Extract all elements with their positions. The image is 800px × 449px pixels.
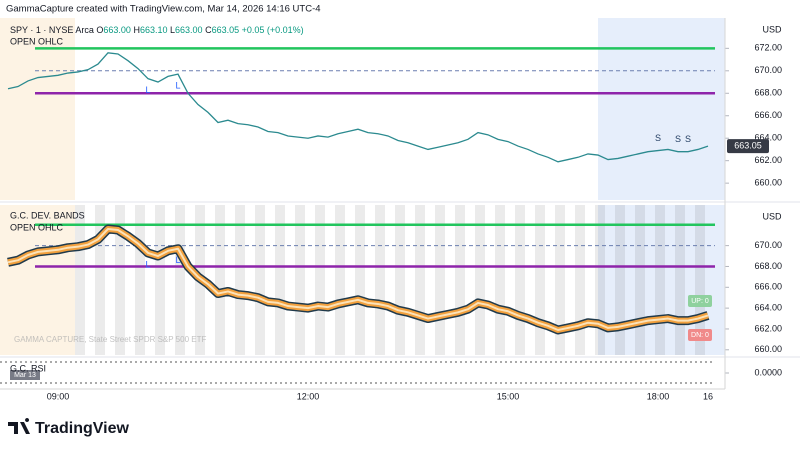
ohlc-key: L (170, 25, 176, 35)
shade-stripe (415, 205, 425, 355)
shade-stripe (95, 205, 105, 355)
ohlc-key: C (205, 25, 212, 35)
band-inner (7, 227, 709, 331)
pane-title: G.C. DEV. BANDS (10, 210, 85, 220)
up-label: UP: 0 (691, 298, 709, 305)
shade-stripe (375, 205, 385, 355)
y-tick-label: 662.00 (754, 323, 782, 333)
x-tick-label: 15:00 (497, 391, 520, 401)
y-tick-label: 660.00 (754, 178, 782, 188)
signal-marker: L (145, 85, 150, 95)
shade-stripe (595, 205, 605, 355)
shade-stripe (575, 205, 585, 355)
shade-stripe (215, 205, 225, 355)
ohlc: O663.00 H663.10 L663.00 C663.05 (96, 25, 241, 35)
y-tick-label: 664.00 (754, 133, 782, 143)
price-line (7, 52, 709, 163)
signal-marker: L (175, 81, 180, 91)
ohlc-value: 663.00 (175, 25, 203, 35)
shade-stripe (275, 205, 285, 355)
y-tick-label: 0.0000 (754, 367, 782, 377)
dn-label: DN: 0 (691, 332, 709, 339)
session-post (598, 18, 725, 200)
signal-marker: S (685, 134, 691, 144)
last-price-box (727, 139, 769, 154)
logo-icon (8, 418, 30, 434)
ohlc-value: 663.10 (139, 25, 168, 35)
shade-stripe (115, 205, 125, 355)
shade-stripe (675, 205, 685, 355)
shade-stripe (255, 205, 265, 355)
x-tick-label: 16 (703, 391, 713, 401)
shade-stripe (555, 205, 565, 355)
y-tick-label: 666.00 (754, 110, 782, 120)
session-pre (0, 205, 75, 355)
date-label: Mar 13 (14, 372, 36, 379)
ohlc-value: 663.05 (211, 25, 240, 35)
y-tick-label: 664.00 (754, 303, 782, 313)
up-box (688, 295, 712, 307)
shade-stripe (495, 205, 505, 355)
chart-area: 660.00 662.00 664.00 666.00 668.00 670.00 672.… (0, 18, 800, 401)
watermark: GAMMA CAPTURE, State Street SPDR S&P 500… (14, 335, 206, 344)
y-tick-label: 668.00 (754, 261, 782, 271)
shade-stripe (155, 205, 165, 355)
shade-stripe (135, 205, 145, 355)
x-tick-label: 18:00 (647, 391, 670, 401)
date-box (10, 370, 40, 380)
shade-stripe (475, 205, 485, 355)
shade-stripe (655, 205, 665, 355)
logo (8, 418, 30, 434)
y-tick-label: 668.00 (754, 88, 782, 98)
x-tick-label: 09:00 (47, 391, 70, 401)
signal-marker: S (675, 134, 681, 144)
ohlc-key: O (96, 25, 104, 35)
signal-marker: L (175, 255, 180, 265)
shade-stripe (335, 205, 345, 355)
unit-label: USD (762, 211, 782, 221)
shade-stripe (635, 205, 645, 355)
shade-stripe (535, 205, 545, 355)
y-tick-label: 670.00 (754, 65, 782, 75)
x-tick-label: 12:00 (297, 391, 320, 401)
shade-stripe (615, 205, 625, 355)
symbol: SPY · 1 · NYSE Arca (10, 25, 94, 35)
ohlc-value: 663.00 (103, 25, 131, 35)
y-tick-label: 666.00 (754, 282, 782, 292)
last-price: 663.05 (734, 140, 762, 150)
shade-stripe (235, 205, 245, 355)
symbol-line: SPY · 1 · NYSE Arca O663.00 H663.10 L663… (10, 25, 304, 35)
dn-box (688, 329, 712, 341)
shade-stripe (695, 205, 705, 355)
pane-subtitle: OPEN OHLC (10, 222, 64, 232)
signal-marker: S (655, 133, 661, 143)
shade-stripe (295, 205, 305, 355)
pane-title: G.C. RSI (10, 363, 46, 373)
credit: GammaCapture created with TradingView.co… (6, 4, 321, 15)
y-tick-label: 670.00 (754, 240, 782, 250)
shade-stripe (315, 205, 325, 355)
y-tick-label: 662.00 (754, 155, 782, 165)
signal-marker: L (145, 259, 150, 269)
unit-label: USD (762, 24, 782, 34)
brand: TradingView (35, 420, 130, 437)
change: +0.05 (+0.01%) (241, 25, 304, 35)
shade-stripe (395, 205, 405, 355)
shade-stripe (455, 205, 465, 355)
y-tick-label: 660.00 (754, 344, 782, 354)
shade-stripe (75, 205, 85, 355)
shade-stripe (355, 205, 365, 355)
ohlc-key: H (133, 25, 140, 35)
shade-stripe (515, 205, 525, 355)
y-tick-label: 672.00 (754, 43, 782, 53)
shade-stripe (175, 205, 185, 355)
pane-title: OPEN OHLC (10, 36, 64, 46)
shade-stripe (435, 205, 445, 355)
